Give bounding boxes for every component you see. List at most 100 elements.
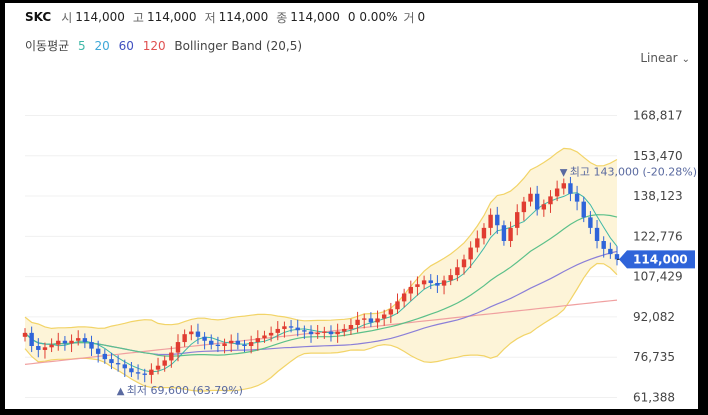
candle-body xyxy=(169,352,174,361)
candle-body xyxy=(588,217,593,228)
scale-label: Linear xyxy=(640,51,678,65)
change-value: 0 0.00% xyxy=(347,10,398,24)
price-chart[interactable]: 168,817 153,470 138,123 122,776 107,429 92,08… xyxy=(5,3,698,409)
candle-body xyxy=(328,331,334,335)
high-label: 고 xyxy=(132,10,144,25)
candle-body xyxy=(115,363,121,365)
candle-body xyxy=(155,365,161,370)
candle-body xyxy=(515,212,520,228)
candle-body xyxy=(42,347,48,350)
y-tick-label: 168,817 xyxy=(633,108,683,122)
candle-body xyxy=(401,293,407,302)
candle-body xyxy=(614,254,620,260)
current-price-label: 114,000 xyxy=(633,252,688,266)
candle-body xyxy=(308,331,314,335)
y-tick-label: 122,776 xyxy=(633,229,683,243)
ma-label: 이동평균 xyxy=(25,39,70,53)
candle-body xyxy=(475,238,480,248)
high-marker-icon: ▼ xyxy=(560,167,568,178)
volume-label: 거 xyxy=(403,10,415,25)
candle-body xyxy=(574,193,580,202)
y-tick-label: 138,123 xyxy=(633,189,683,203)
candle-body xyxy=(62,340,68,344)
candle-body xyxy=(395,301,400,310)
high-annotation: 최고 143,000 (-20.28%) xyxy=(570,165,697,178)
high-value: 114,000 xyxy=(146,10,197,24)
bollinger-label: Bollinger Band (20,5) xyxy=(174,39,303,53)
ma-120: 120 xyxy=(142,39,166,53)
ma20-line xyxy=(24,214,618,357)
candle-body xyxy=(568,183,573,194)
candle-body xyxy=(335,331,340,335)
candle-body xyxy=(202,336,207,341)
candle-body xyxy=(262,335,267,339)
candle-body xyxy=(109,359,114,364)
candle-body xyxy=(36,346,41,350)
candle-body xyxy=(315,332,320,335)
candle-body xyxy=(601,241,606,249)
y-tick-label: 61,388 xyxy=(633,390,675,404)
candle-body xyxy=(135,372,141,374)
candle-body xyxy=(362,318,367,320)
candle-body xyxy=(149,369,154,375)
candle-body xyxy=(282,326,287,329)
candle-body xyxy=(76,338,81,341)
candle-body xyxy=(22,332,28,337)
y-tick-label: 153,470 xyxy=(633,149,683,163)
candle-body xyxy=(534,193,540,210)
candle-body xyxy=(102,353,108,360)
candle-body xyxy=(355,319,360,325)
low-label: 저 xyxy=(204,10,216,25)
ma-20: 20 xyxy=(94,39,110,53)
candle-body xyxy=(388,309,394,315)
y-tick-label: 107,429 xyxy=(633,270,683,284)
candle-body xyxy=(608,248,613,255)
candle-body xyxy=(49,344,54,348)
candle-body xyxy=(182,334,187,343)
candle-body xyxy=(481,227,487,239)
candle-body xyxy=(495,214,500,226)
ma-60: 60 xyxy=(118,39,134,53)
candle-body xyxy=(342,328,347,332)
candle-body xyxy=(375,318,380,323)
candle-body xyxy=(235,340,241,345)
candle-body xyxy=(528,193,533,202)
candle-body xyxy=(242,344,247,346)
candle-body xyxy=(368,318,374,323)
candle-body xyxy=(255,338,261,343)
candle-body xyxy=(521,201,527,213)
candle-body xyxy=(302,330,307,332)
candle-body xyxy=(554,188,560,197)
candle-body xyxy=(195,331,201,337)
bollinger-lower-line xyxy=(24,262,618,392)
candle-body xyxy=(408,286,413,294)
close-label: 종 xyxy=(276,10,288,25)
candle-body xyxy=(455,267,460,276)
y-tick-label: 92,082 xyxy=(633,310,675,324)
open-label: 시 xyxy=(61,10,73,25)
open-value: 114,000 xyxy=(75,10,125,24)
y-tick-label: 76,735 xyxy=(633,350,675,364)
candle-body xyxy=(348,325,354,329)
candle-body xyxy=(29,332,34,346)
low-value: 114,000 xyxy=(218,10,269,24)
indicator-legend[interactable]: 이동평균 5 20 60 120 Bollinger Band (20,5) xyxy=(25,37,307,54)
candle-body xyxy=(248,342,254,346)
candle-body xyxy=(295,327,300,331)
candle-body xyxy=(468,247,473,260)
low-marker-icon: ▲ xyxy=(117,386,125,397)
candle-body xyxy=(215,344,221,346)
candle-body xyxy=(56,340,61,345)
bollinger-band-fill xyxy=(25,148,617,391)
candle-body xyxy=(142,373,147,375)
scale-dropdown[interactable]: Linear ⌄ xyxy=(640,51,690,65)
candle-body xyxy=(594,227,600,241)
candle-body xyxy=(175,342,181,353)
candle-body xyxy=(95,348,101,354)
candle-body xyxy=(189,331,194,335)
candle-body xyxy=(581,201,586,218)
low-annotation: 최저 69,600 (63.79%) xyxy=(127,384,243,397)
candle-body xyxy=(381,314,387,319)
current-price-tag xyxy=(619,250,695,269)
candle-body xyxy=(488,214,493,228)
